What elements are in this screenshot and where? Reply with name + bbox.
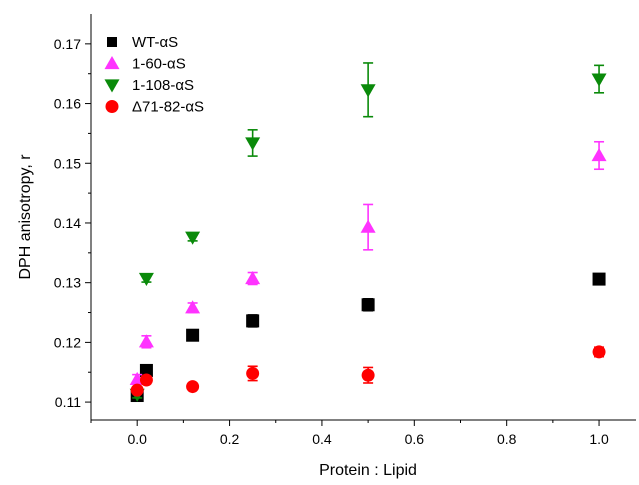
data-point <box>138 334 154 348</box>
series-layer <box>129 62 607 403</box>
y-tick-label: 0.11 <box>55 394 81 410</box>
legend-marker <box>105 100 119 113</box>
data-point <box>361 368 375 382</box>
x-axis-title: Protein : Lipid <box>319 462 417 479</box>
y-tick-label: 0.16 <box>54 96 81 112</box>
x-tick-label: 0.8 <box>497 431 517 447</box>
data-point <box>360 219 376 233</box>
axes <box>90 14 636 421</box>
data-point <box>185 231 201 245</box>
y-tick-label: 0.15 <box>54 155 81 171</box>
data-point <box>138 272 154 286</box>
legend-label: WT-αS <box>132 34 178 51</box>
x-tick-label: 0.4 <box>312 431 332 447</box>
data-point <box>186 328 200 342</box>
data-point <box>185 300 201 314</box>
data-point <box>591 148 607 162</box>
x-tick-label: 1.0 <box>589 431 609 447</box>
data-point <box>361 298 375 312</box>
series-3 <box>130 345 606 397</box>
y-axis-title: DPH anisotropy, r <box>17 154 34 280</box>
data-point <box>245 137 261 151</box>
legend-marker <box>107 37 117 47</box>
y-tick-label: 0.14 <box>54 215 81 231</box>
data-point <box>360 84 376 98</box>
series-1 <box>129 140 607 386</box>
legend-marker <box>104 56 120 70</box>
legend-label: Δ71-82-αS <box>132 99 204 116</box>
x-tick-label: 0.6 <box>405 431 425 447</box>
y-tick-label: 0.17 <box>54 36 81 52</box>
x-ticks: 0.0 0.2 0.4 0.6 0.8 1.0 <box>90 420 609 447</box>
data-point <box>130 383 144 397</box>
legend-label: 1-60-αS <box>132 56 186 73</box>
data-point <box>245 270 261 285</box>
legend-label: 1-108-αS <box>132 77 194 94</box>
data-point <box>139 363 153 377</box>
data-point <box>592 345 606 359</box>
data-point <box>139 373 153 387</box>
data-point <box>246 314 260 328</box>
data-point <box>592 272 606 286</box>
data-point <box>246 366 260 380</box>
y-tick-label: 0.12 <box>54 334 81 350</box>
data-point <box>591 73 607 87</box>
x-tick-label: 0.2 <box>220 431 240 447</box>
data-point <box>186 380 200 394</box>
y-tick-label: 0.13 <box>54 275 81 291</box>
legend: WT-αS 1-60-αS 1-108-αS Δ71-82-αS <box>104 34 204 116</box>
x-tick-label: 0.0 <box>127 431 147 447</box>
y-ticks: 0.11 0.12 0.13 0.14 0.15 0.16 0.17 <box>54 36 91 410</box>
legend-marker <box>104 79 120 93</box>
